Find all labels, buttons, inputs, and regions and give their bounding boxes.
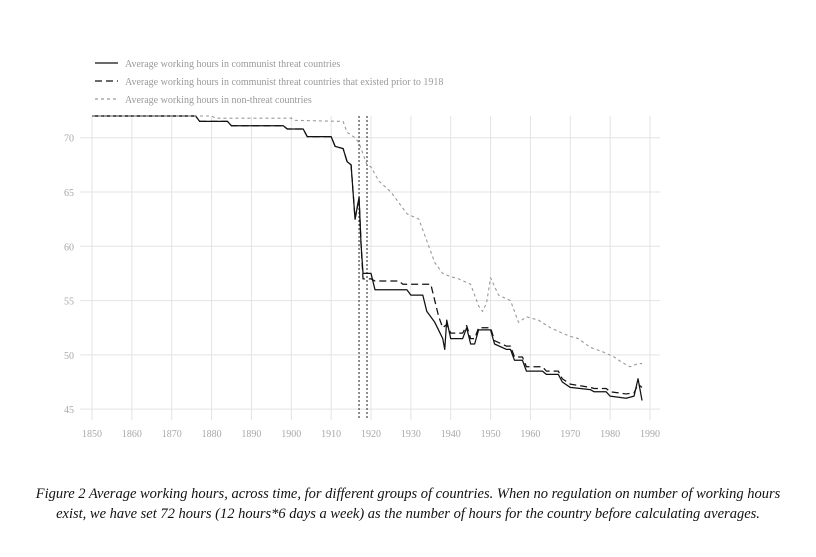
x-tick-label: 1990 — [640, 429, 660, 440]
legend: Average working hours in communist threa… — [95, 59, 443, 106]
legend-label: Average working hours in non-threat coun… — [125, 95, 312, 106]
series-line-dotted — [92, 115, 643, 368]
series-line-dashed — [92, 115, 643, 395]
y-tick-label: 70 — [64, 134, 74, 145]
legend-label: Average working hours in communist threa… — [125, 77, 443, 88]
figure-caption: Figure 2 Average working hours, across t… — [35, 486, 781, 522]
y-tick-label: 55 — [64, 297, 74, 308]
x-tick-label: 1940 — [441, 429, 461, 440]
x-tick-label: 1870 — [162, 429, 182, 440]
y-tick-label: 45 — [64, 405, 74, 416]
y-tick-label: 60 — [64, 242, 74, 253]
series-lines — [92, 115, 643, 401]
x-tick-label: 1960 — [520, 429, 540, 440]
x-tick-label: 1930 — [401, 429, 421, 440]
x-tick-label: 1900 — [281, 429, 301, 440]
x-tick-label: 1850 — [82, 429, 102, 440]
x-tick-label: 1970 — [560, 429, 580, 440]
x-tick-label: 1880 — [202, 429, 222, 440]
x-tick-label: 1860 — [122, 429, 142, 440]
x-axis-ticks: 1850 1860 1870 1880 1890 1900 1910 1920 1930 1940… — [82, 429, 660, 440]
x-tick-label: 1910 — [321, 429, 341, 440]
x-tick-label: 1950 — [481, 429, 501, 440]
y-tick-label: 65 — [64, 188, 74, 199]
legend-label: Average working hours in communist threa… — [125, 59, 340, 70]
x-tick-label: 1920 — [361, 429, 381, 440]
x-tick-label: 1890 — [241, 429, 261, 440]
vertical-markers — [358, 116, 368, 420]
y-tick-label: 50 — [64, 351, 74, 362]
y-axis-ticks: 45 50 55 60 65 70 — [64, 134, 74, 416]
grid — [80, 116, 660, 420]
x-tick-label: 1980 — [600, 429, 620, 440]
line-chart: 1850 1860 1870 1880 1890 1900 1910 1920 1930 1940… — [64, 59, 660, 440]
